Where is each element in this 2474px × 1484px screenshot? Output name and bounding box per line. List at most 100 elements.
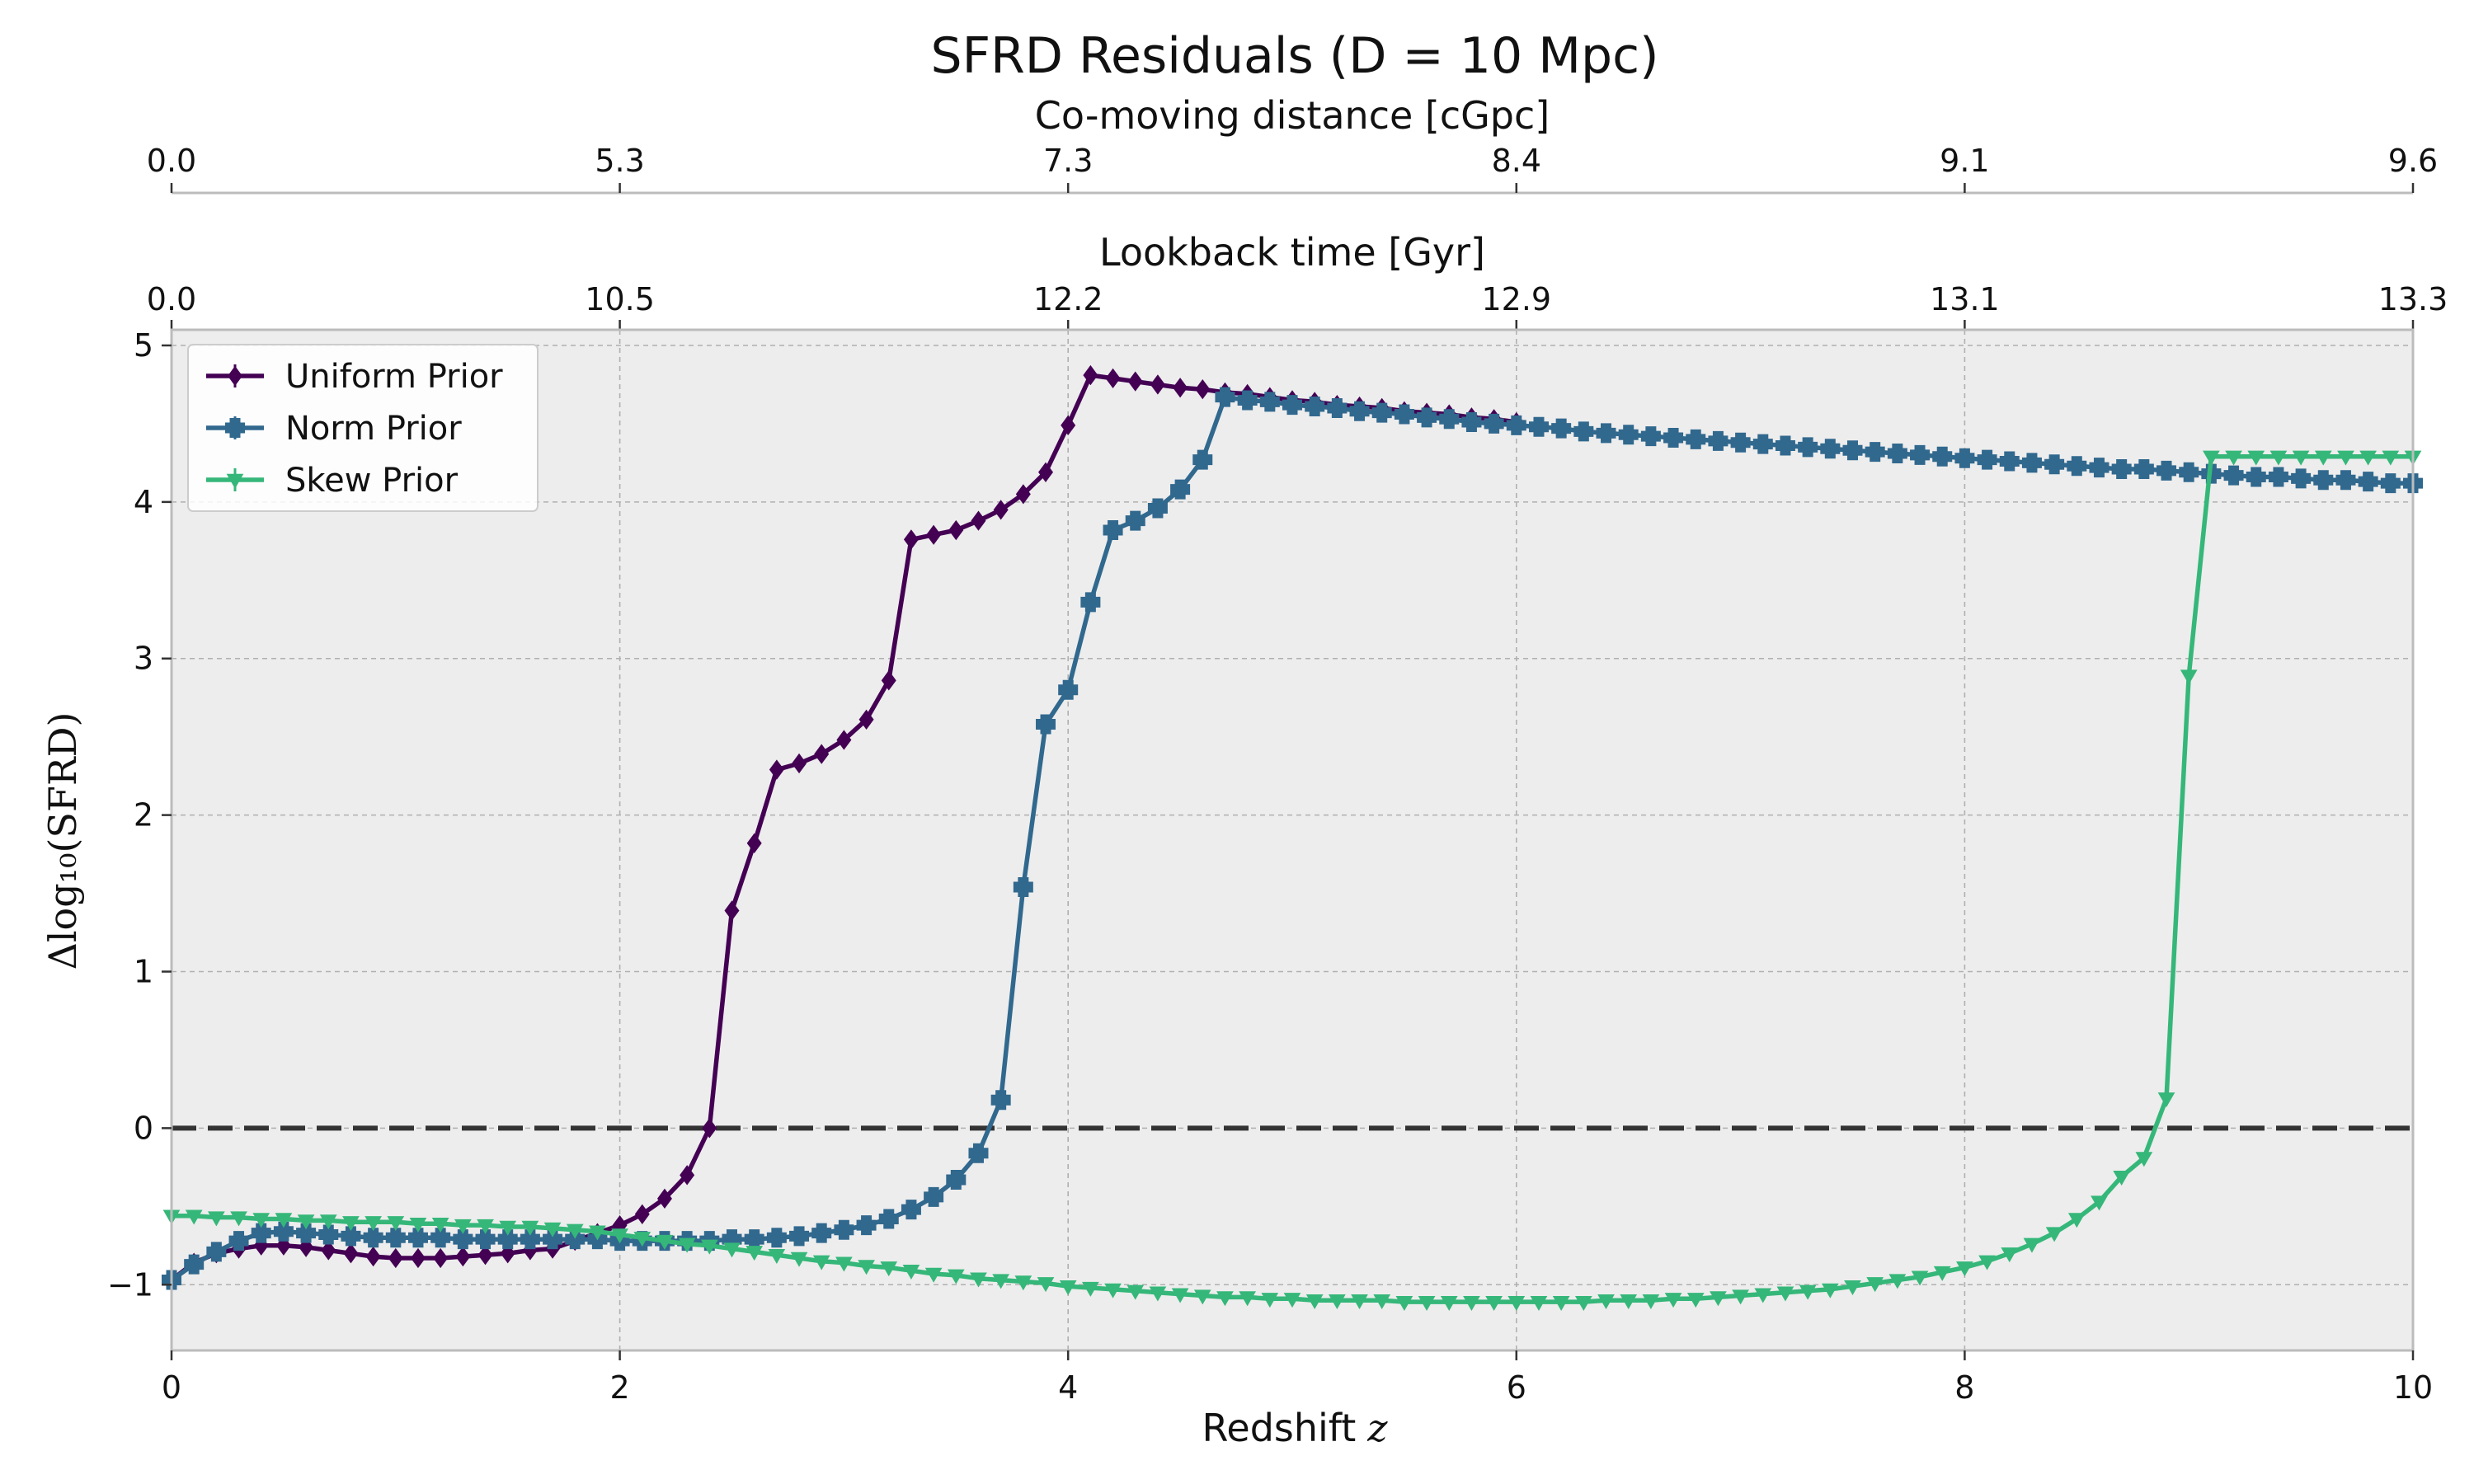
data-point-uniform-prior bbox=[1173, 378, 1188, 398]
comoving-tick-label: 8.4 bbox=[1492, 143, 1541, 179]
data-point-uniform-prior bbox=[769, 759, 784, 780]
y-tick-label: 3 bbox=[134, 641, 153, 677]
data-point-uniform-prior bbox=[365, 1246, 381, 1267]
chart-title: SFRD Residuals (D = 10 Mpc) bbox=[931, 27, 1659, 85]
x-tick-label: 10 bbox=[2393, 1369, 2433, 1406]
y-axis-label: Δlog₁₀(SFRD) bbox=[40, 712, 85, 970]
data-point-norm-prior bbox=[1305, 397, 1325, 417]
data-point-norm-prior bbox=[1686, 429, 1706, 449]
data-point-skew-prior bbox=[1216, 1291, 1234, 1307]
data-point-norm-prior bbox=[1752, 434, 1773, 454]
data-point-skew-prior bbox=[499, 1220, 517, 1236]
data-point-skew-prior bbox=[2067, 1213, 2086, 1228]
y-tick-label: 1 bbox=[134, 953, 153, 989]
legend-box bbox=[187, 344, 539, 512]
x-tick-label: 8 bbox=[1954, 1369, 1974, 1406]
data-point-norm-prior bbox=[430, 1228, 451, 1248]
data-point-norm-prior bbox=[1371, 402, 1392, 423]
data-point-skew-prior bbox=[1126, 1284, 1145, 1300]
x-tick-label: 2 bbox=[610, 1369, 630, 1406]
data-point-skew-prior bbox=[992, 1274, 1010, 1289]
lookback-tick-label: 12.2 bbox=[1033, 281, 1103, 317]
data-point-norm-prior bbox=[1999, 451, 2020, 472]
data-point-norm-prior bbox=[856, 1215, 877, 1236]
data-point-norm-prior bbox=[2067, 456, 2087, 477]
data-point-skew-prior bbox=[1978, 1255, 1996, 1270]
data-point-skew-prior bbox=[790, 1252, 808, 1267]
data-point-skew-prior bbox=[611, 1228, 628, 1244]
data-point-norm-prior bbox=[228, 1231, 249, 1252]
data-point-uniform-prior bbox=[993, 500, 1009, 520]
data-point-uniform-prior bbox=[343, 1243, 359, 1264]
data-point-uniform-prior bbox=[1038, 462, 1054, 482]
comoving-tick-label: 0.0 bbox=[147, 143, 196, 179]
data-point-skew-prior bbox=[1463, 1295, 1480, 1311]
data-point-norm-prior bbox=[1528, 416, 1549, 437]
data-point-skew-prior bbox=[1710, 1291, 1727, 1307]
data-point-skew-prior bbox=[1261, 1293, 1279, 1308]
data-point-norm-prior bbox=[811, 1223, 832, 1243]
data-point-skew-prior bbox=[2225, 450, 2242, 466]
data-point-skew-prior bbox=[745, 1246, 764, 1261]
data-point-norm-prior bbox=[901, 1200, 921, 1220]
data-point-skew-prior bbox=[1642, 1294, 1660, 1310]
data-point-uniform-prior bbox=[656, 1188, 672, 1209]
data-point-skew-prior bbox=[1552, 1295, 1570, 1311]
data-point-skew-prior bbox=[1686, 1293, 1705, 1308]
data-point-skew-prior bbox=[1037, 1277, 1055, 1293]
data-point-skew-prior bbox=[858, 1260, 875, 1275]
data-point-norm-prior bbox=[1058, 679, 1079, 700]
data-point-norm-prior bbox=[1865, 442, 1885, 463]
data-point-skew-prior bbox=[454, 1219, 472, 1234]
data-point-norm-prior bbox=[1484, 413, 1504, 434]
data-point-norm-prior bbox=[1215, 387, 1235, 407]
comoving-tick-label: 9.1 bbox=[1940, 143, 1989, 179]
data-point-norm-prior bbox=[2089, 458, 2109, 478]
y-axis: −1 0 1 2 3 4 5 bbox=[107, 327, 172, 1303]
data-point-norm-prior bbox=[2133, 458, 2154, 479]
data-point-norm-prior bbox=[296, 1223, 317, 1243]
data-point-norm-prior bbox=[1192, 449, 1213, 470]
y-tick-label: −1 bbox=[107, 1266, 153, 1303]
data-point-norm-prior bbox=[744, 1229, 764, 1250]
data-point-skew-prior bbox=[1776, 1286, 1794, 1302]
legend-marker bbox=[225, 418, 245, 438]
data-point-skew-prior bbox=[1440, 1295, 1458, 1311]
data-point-norm-prior bbox=[1170, 479, 1191, 500]
data-point-uniform-prior bbox=[858, 709, 874, 730]
legend-marker bbox=[228, 365, 242, 387]
legend-marker bbox=[226, 473, 244, 489]
data-point-skew-prior bbox=[2113, 1171, 2131, 1186]
data-point-skew-prior bbox=[947, 1269, 965, 1284]
data-point-norm-prior bbox=[766, 1228, 787, 1248]
data-point-norm-prior bbox=[1349, 401, 1370, 421]
data-point-skew-prior bbox=[723, 1242, 741, 1258]
data-point-norm-prior bbox=[1147, 498, 1168, 519]
data-point-skew-prior bbox=[1821, 1283, 1839, 1298]
data-point-norm-prior bbox=[520, 1229, 540, 1250]
data-point-skew-prior bbox=[2023, 1237, 2041, 1253]
data-point-uniform-prior bbox=[948, 519, 964, 541]
data-point-norm-prior bbox=[1036, 714, 1056, 735]
data-point-norm-prior bbox=[946, 1170, 967, 1190]
data-point-norm-prior bbox=[1820, 439, 1841, 459]
data-point-skew-prior bbox=[1866, 1277, 1884, 1293]
data-point-norm-prior bbox=[2157, 460, 2177, 481]
data-point-skew-prior bbox=[2292, 450, 2310, 466]
data-point-norm-prior bbox=[1573, 421, 1594, 442]
data-point-skew-prior bbox=[1329, 1294, 1346, 1310]
data-point-skew-prior bbox=[431, 1217, 449, 1233]
lookback-tick-label: 10.5 bbox=[585, 281, 655, 317]
legend: Uniform Prior Norm Prior Skew Prior bbox=[187, 344, 539, 512]
data-point-norm-prior bbox=[1506, 415, 1526, 435]
plot-area bbox=[170, 328, 2415, 1352]
data-point-skew-prior bbox=[633, 1232, 651, 1247]
data-point-norm-prior bbox=[1618, 425, 1639, 445]
data-point-norm-prior bbox=[2313, 470, 2334, 491]
data-point-uniform-prior bbox=[836, 730, 852, 750]
data-point-norm-prior bbox=[1080, 592, 1101, 613]
data-point-skew-prior bbox=[1664, 1293, 1682, 1308]
data-point-skew-prior bbox=[1530, 1295, 1548, 1311]
y-tick-label: 4 bbox=[134, 484, 153, 520]
